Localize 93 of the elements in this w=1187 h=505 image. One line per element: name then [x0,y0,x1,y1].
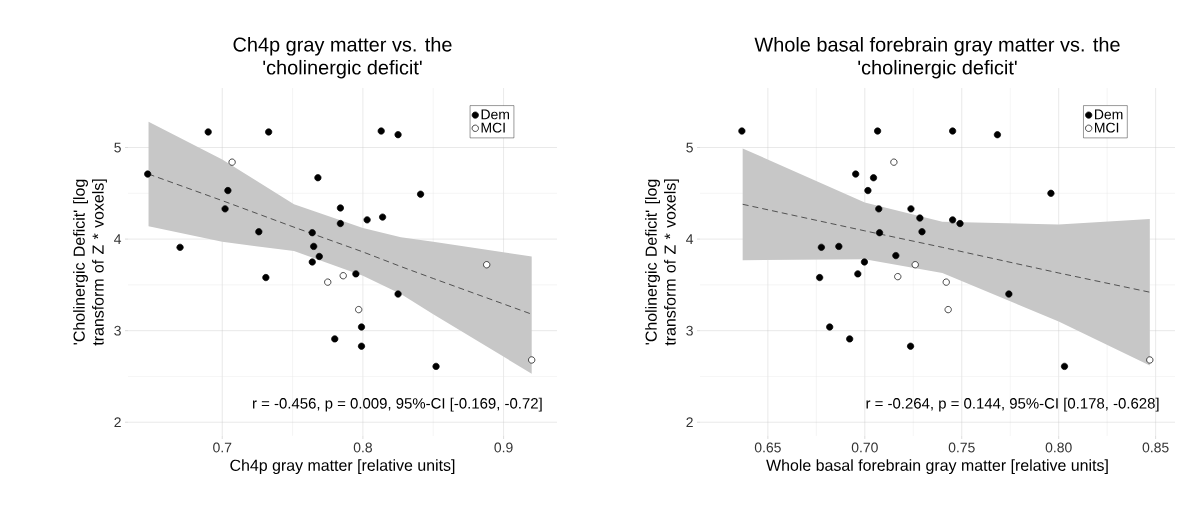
point [432,362,440,370]
point [394,290,402,298]
line-series [742,203,1151,293]
y-tick-label: 4 [686,234,694,244]
y-tick-label: 3 [114,325,121,336]
point [875,229,884,237]
legend-label: Dem [481,109,509,120]
point [379,213,387,221]
x-tick-label: 0.85 [1142,442,1169,453]
point [310,242,318,250]
point [265,128,273,136]
x-tick-label: 0.7 [213,442,232,453]
point [911,261,919,269]
point [357,342,366,350]
y-axis-title: 'Cholinergic Deficit' [log transform of Z * voxels] [73,179,107,346]
point [324,278,332,286]
point [228,158,236,166]
point [336,219,344,228]
point [528,356,536,364]
point [944,306,952,314]
point [826,323,834,331]
chart-title: Whole basal forebrain gray matter vs. the 'cholinergic deficit' [754,37,1120,79]
y-tick-label: 4 [114,234,122,244]
annotation: r = -0.264, p = 0.144, 95%-CI [0.178, -0.628] [866,397,1159,412]
chart-title: Ch4p gray matter vs. the 'cholinergic deficit' [233,37,452,79]
point [1060,362,1069,370]
point [874,127,882,135]
point [846,335,854,343]
point [255,228,263,236]
point [949,216,957,224]
point [816,274,824,282]
point [956,219,964,228]
y-tick-label: 5 [686,142,693,153]
point [817,243,825,251]
x-tick-label: 0.9 [494,442,513,453]
legend-label: MCI [1095,122,1119,133]
x-tick-label: 0.75 [948,442,975,453]
point [864,187,872,195]
point [314,174,322,182]
legend-label: Dem [1095,109,1123,120]
y-tick-label: 5 [114,142,121,153]
point [852,170,860,178]
point [204,128,212,136]
point [1047,189,1055,197]
point [483,261,491,269]
point [417,190,425,198]
point [835,242,843,250]
point [890,158,898,166]
point [315,252,323,261]
point [875,205,883,213]
x-axis-title: Ch4p gray matter [relative units] [230,459,455,475]
point [308,229,316,237]
point [918,228,926,236]
point [262,274,270,282]
point [224,187,232,195]
y-axis-title: 'Cholinergic Deficit' [log transform of Z * voxels] [645,179,679,346]
point [357,323,366,331]
point [907,205,915,213]
x-tick-label: 0.65 [754,442,781,453]
point [942,278,950,286]
point [336,204,344,212]
x-tick-label: 0.80 [1045,442,1072,453]
y-tick-label: 3 [686,325,693,336]
point [860,258,868,266]
x-tick-label: 0.8 [353,442,372,453]
point [176,243,184,251]
point [949,127,957,135]
point [1146,356,1154,364]
point [854,270,862,278]
point [993,131,1001,139]
point [352,270,360,278]
point [907,342,915,350]
point [363,216,371,224]
x-tick-label: 0.70 [851,442,878,453]
point [894,273,902,281]
annotation: r = -0.456, p = 0.009, 95%-CI [-0.169, -0.72] [253,397,542,412]
point [339,272,347,280]
point [916,214,924,222]
point [869,174,878,182]
point [308,258,316,266]
point [355,306,363,314]
y-tick-label: 2 [686,417,693,428]
point [377,127,385,135]
point [738,127,746,135]
x-axis-title: Whole basal forebrain gray matter [relative units] [766,459,1108,475]
point [331,335,339,343]
point [221,205,229,213]
point [892,252,900,260]
point [394,131,402,139]
point [1005,290,1013,298]
y-tick-label: 2 [114,417,121,428]
point [144,170,152,178]
legend-label: MCI [481,122,505,133]
